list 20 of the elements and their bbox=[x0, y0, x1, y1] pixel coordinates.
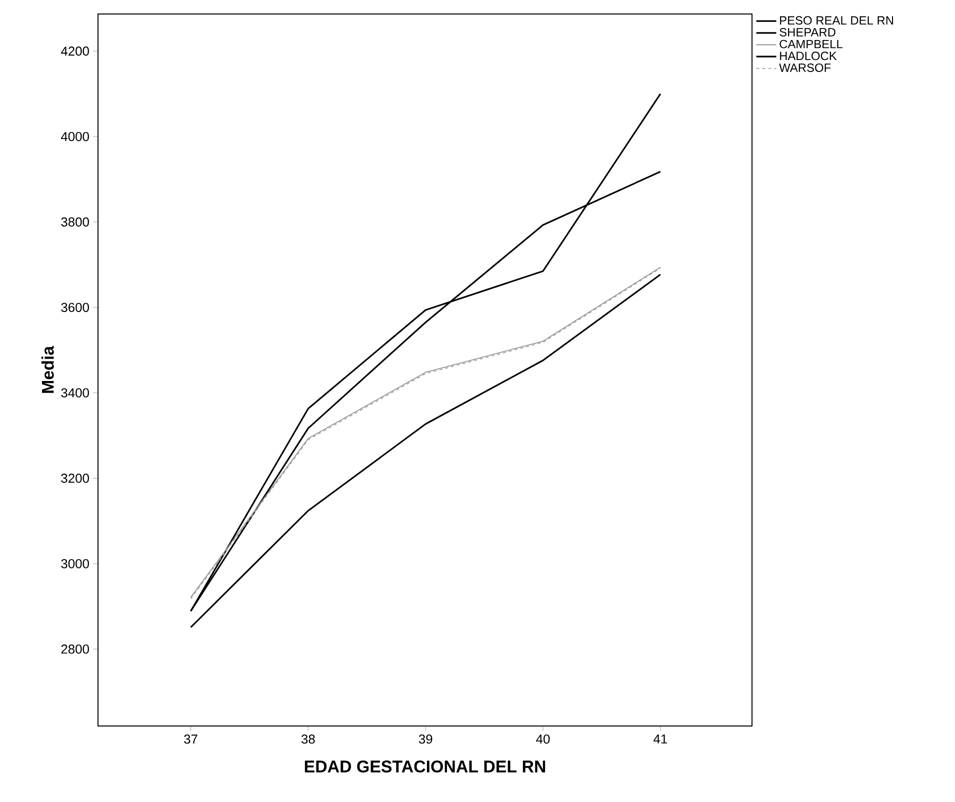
legend-label: SHEPARD bbox=[780, 28, 836, 36]
x-tick-label: 41 bbox=[654, 734, 667, 744]
legend-label: WARSOF bbox=[779, 63, 831, 72]
y-tick-label: 3600 bbox=[61, 302, 89, 312]
x-tick-label: 40 bbox=[536, 734, 550, 744]
y-tick-label: 2800 bbox=[61, 644, 89, 654]
x-tick-label: 38 bbox=[301, 734, 315, 744]
x-axis-title: EDAD GESTACIONAL DEL RN bbox=[304, 760, 546, 773]
y-tick-label: 3800 bbox=[61, 217, 89, 227]
y-tick-label: 3000 bbox=[61, 559, 89, 568]
legend-label: HADLOCK bbox=[780, 52, 837, 60]
y-tick-label: 3400 bbox=[61, 388, 89, 398]
x-tick-label: 37 bbox=[184, 734, 198, 744]
y-tick-label: 3200 bbox=[61, 474, 89, 483]
y-tick-label: 4000 bbox=[60, 132, 89, 142]
legend-label: CAMPBELL bbox=[780, 40, 842, 48]
legend-label: PESO REAL DEL RN bbox=[780, 16, 894, 25]
y-tick-label: 4200 bbox=[60, 46, 89, 56]
x-tick-label: 39 bbox=[418, 734, 432, 744]
y-axis-title: Media bbox=[41, 346, 54, 393]
